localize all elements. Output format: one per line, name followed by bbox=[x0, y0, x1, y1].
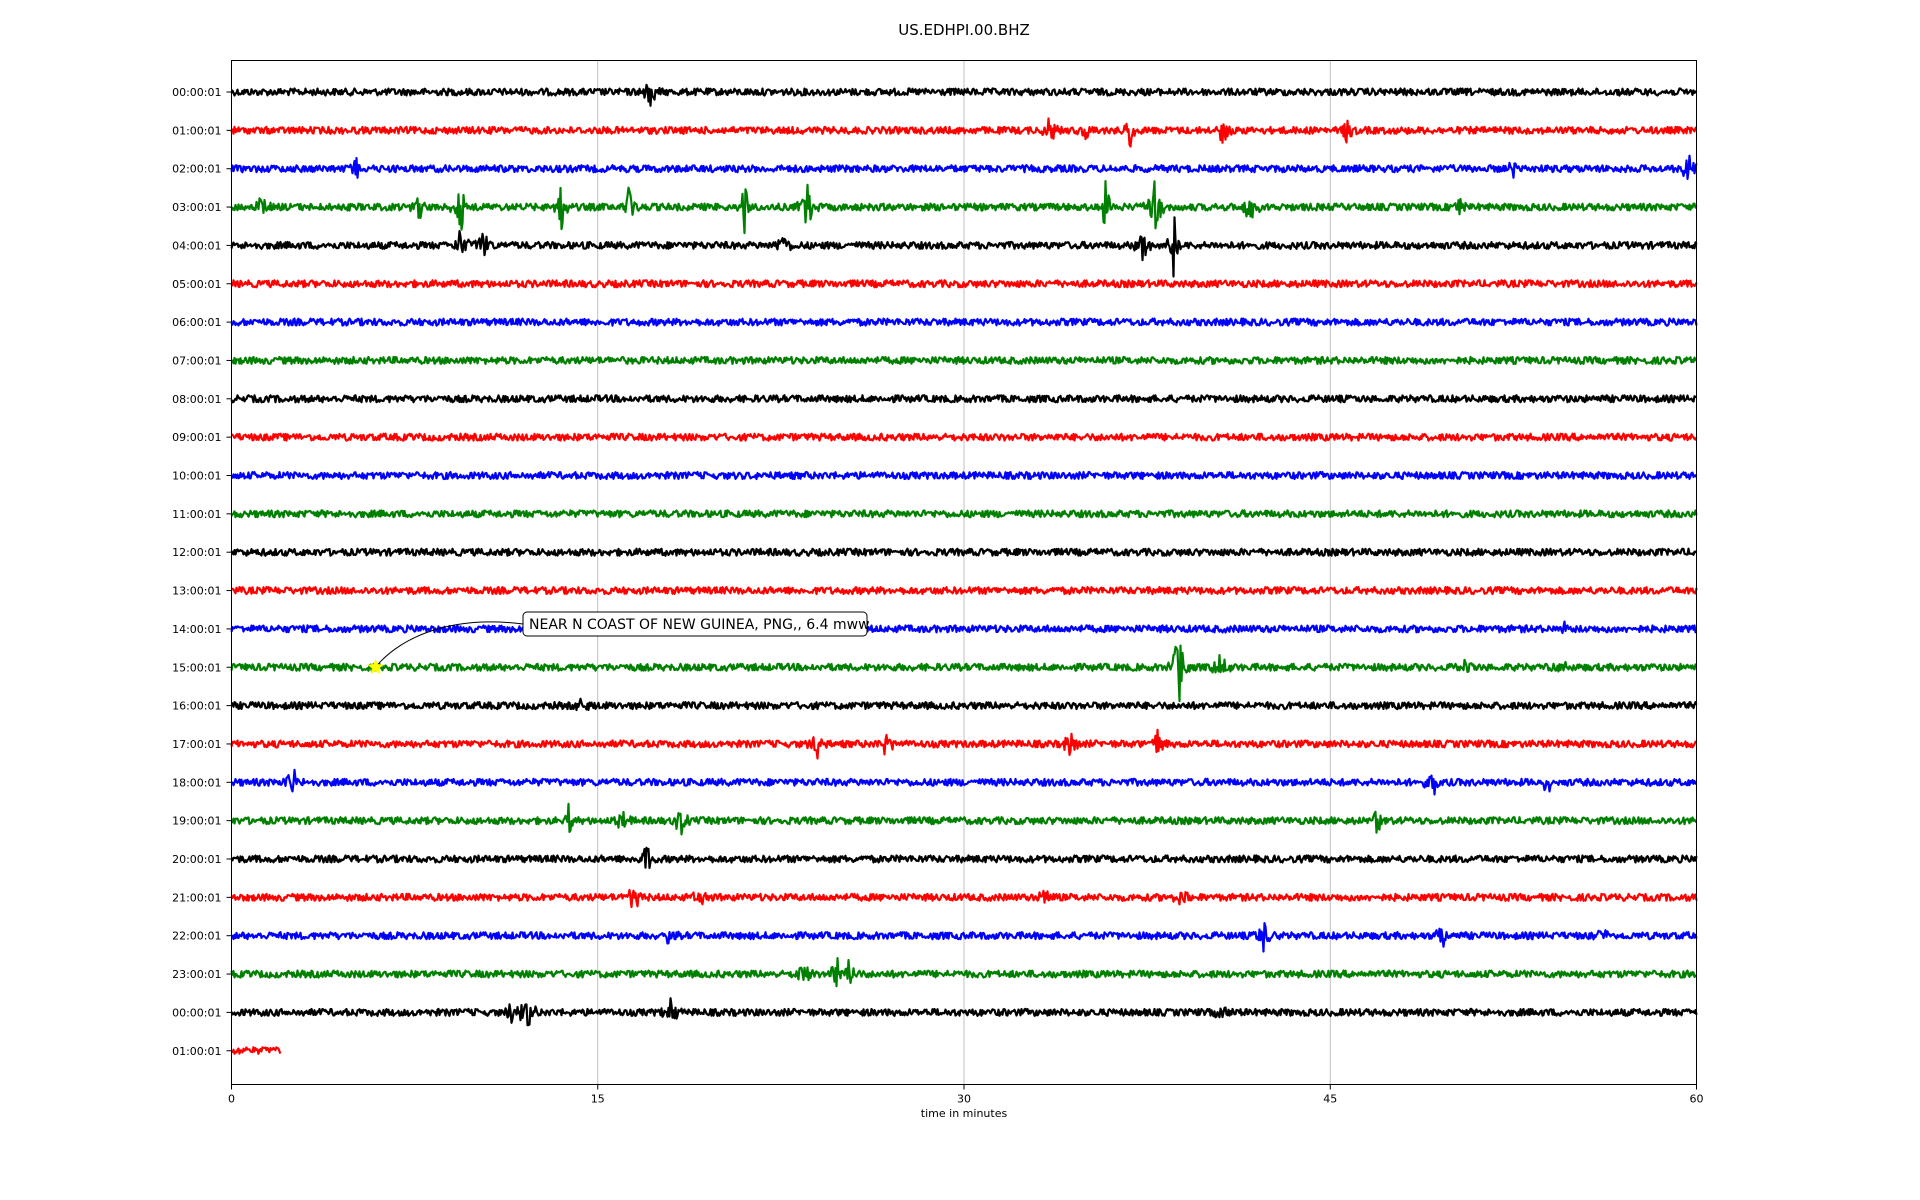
trace-row-8 bbox=[230, 394, 1697, 404]
trace-row-22 bbox=[231, 922, 1698, 953]
row-labels: 00:00:01 01:00:01 02:00:01 03:00:01 04:00:01… bbox=[172, 86, 232, 1058]
grid-lines bbox=[597, 60, 1331, 1085]
chart-title: US.EDHPI.00.BHZ bbox=[898, 21, 1030, 39]
x-axis-label: time in minutes bbox=[921, 1107, 1008, 1120]
row-label-18: 18:00:01 bbox=[172, 776, 221, 789]
x-tick-label-45: 45 bbox=[1323, 1093, 1337, 1106]
row-label-12: 12:00:01 bbox=[172, 546, 221, 559]
row-label-4: 04:00:01 bbox=[172, 239, 221, 252]
trace-row-12 bbox=[230, 547, 1698, 557]
row-label-0: 00:00:01 bbox=[172, 86, 221, 99]
trace-row-13 bbox=[230, 586, 1698, 596]
x-tick-label-60: 60 bbox=[1690, 1093, 1704, 1106]
trace-row-17 bbox=[230, 728, 1698, 760]
trace-row-4 bbox=[230, 216, 1698, 278]
trace-row-10 bbox=[231, 470, 1698, 481]
row-label-9: 09:00:01 bbox=[172, 431, 221, 444]
row-label-11: 11:00:01 bbox=[172, 508, 221, 521]
row-label-17: 17:00:01 bbox=[172, 738, 221, 751]
trace-row-3 bbox=[230, 180, 1698, 235]
row-label-2: 02:00:01 bbox=[172, 163, 221, 176]
trace-row-7 bbox=[230, 355, 1698, 365]
row-label-14: 14:00:01 bbox=[172, 623, 221, 636]
row-label-21: 21:00:01 bbox=[172, 891, 221, 904]
trace-row-16 bbox=[230, 697, 1698, 712]
row-label-10: 10:00:01 bbox=[172, 470, 221, 483]
trace-row-23 bbox=[230, 957, 1697, 988]
row-label-22: 22:00:01 bbox=[172, 930, 221, 943]
trace-row-5 bbox=[230, 279, 1698, 289]
row-label-23: 23:00:01 bbox=[172, 968, 221, 981]
event-annotation: NEAR N COAST OF NEW GUINEA, PNG,, 6.4 mw… bbox=[367, 611, 870, 675]
row-label-16: 16:00:01 bbox=[172, 700, 221, 713]
row-label-3: 03:00:01 bbox=[172, 201, 221, 214]
row-label-5: 05:00:01 bbox=[172, 278, 221, 291]
row-label-19: 19:00:01 bbox=[172, 815, 221, 828]
trace-row-14 bbox=[230, 620, 1698, 635]
trace-row-1 bbox=[230, 117, 1698, 148]
event-star-icon bbox=[367, 658, 384, 675]
row-label-6: 06:00:01 bbox=[172, 316, 221, 329]
trace-row-18 bbox=[231, 768, 1698, 796]
annotation-label: NEAR N COAST OF NEW GUINEA, PNG,, 6.4 mw… bbox=[529, 617, 870, 633]
trace-row-9 bbox=[230, 432, 1698, 442]
trace-row-21 bbox=[230, 888, 1698, 909]
trace-row-11 bbox=[230, 509, 1698, 519]
row-label-1: 01:00:01 bbox=[172, 124, 221, 137]
x-tick-label-30: 30 bbox=[957, 1093, 971, 1106]
trace-row-2 bbox=[230, 154, 1698, 180]
trace-row-15 bbox=[230, 644, 1697, 703]
annotation-box bbox=[522, 611, 868, 637]
trace-row-20 bbox=[230, 846, 1698, 869]
x-axis-ticks: 0 15 30 45 60 bbox=[228, 1084, 1704, 1106]
x-tick-label-0: 0 bbox=[228, 1093, 235, 1106]
trace-row-6 bbox=[230, 317, 1698, 327]
row-label-15: 15:00:01 bbox=[172, 661, 221, 674]
trace-lines bbox=[230, 83, 1698, 1055]
row-label-8: 08:00:01 bbox=[172, 393, 221, 406]
row-label-24: 00:00:01 bbox=[172, 1006, 221, 1019]
annotation-connector bbox=[375, 621, 524, 668]
row-label-20: 20:00:01 bbox=[172, 853, 221, 866]
row-label-7: 07:00:01 bbox=[172, 354, 221, 367]
trace-row-24 bbox=[230, 997, 1698, 1027]
row-label-13: 13:00:01 bbox=[172, 585, 221, 598]
trace-row-25 bbox=[231, 1046, 282, 1055]
row-label-25: 01:00:01 bbox=[172, 1045, 221, 1058]
trace-row-19 bbox=[231, 802, 1698, 836]
x-tick-label-15: 15 bbox=[591, 1093, 605, 1106]
trace-row-0 bbox=[230, 83, 1698, 107]
